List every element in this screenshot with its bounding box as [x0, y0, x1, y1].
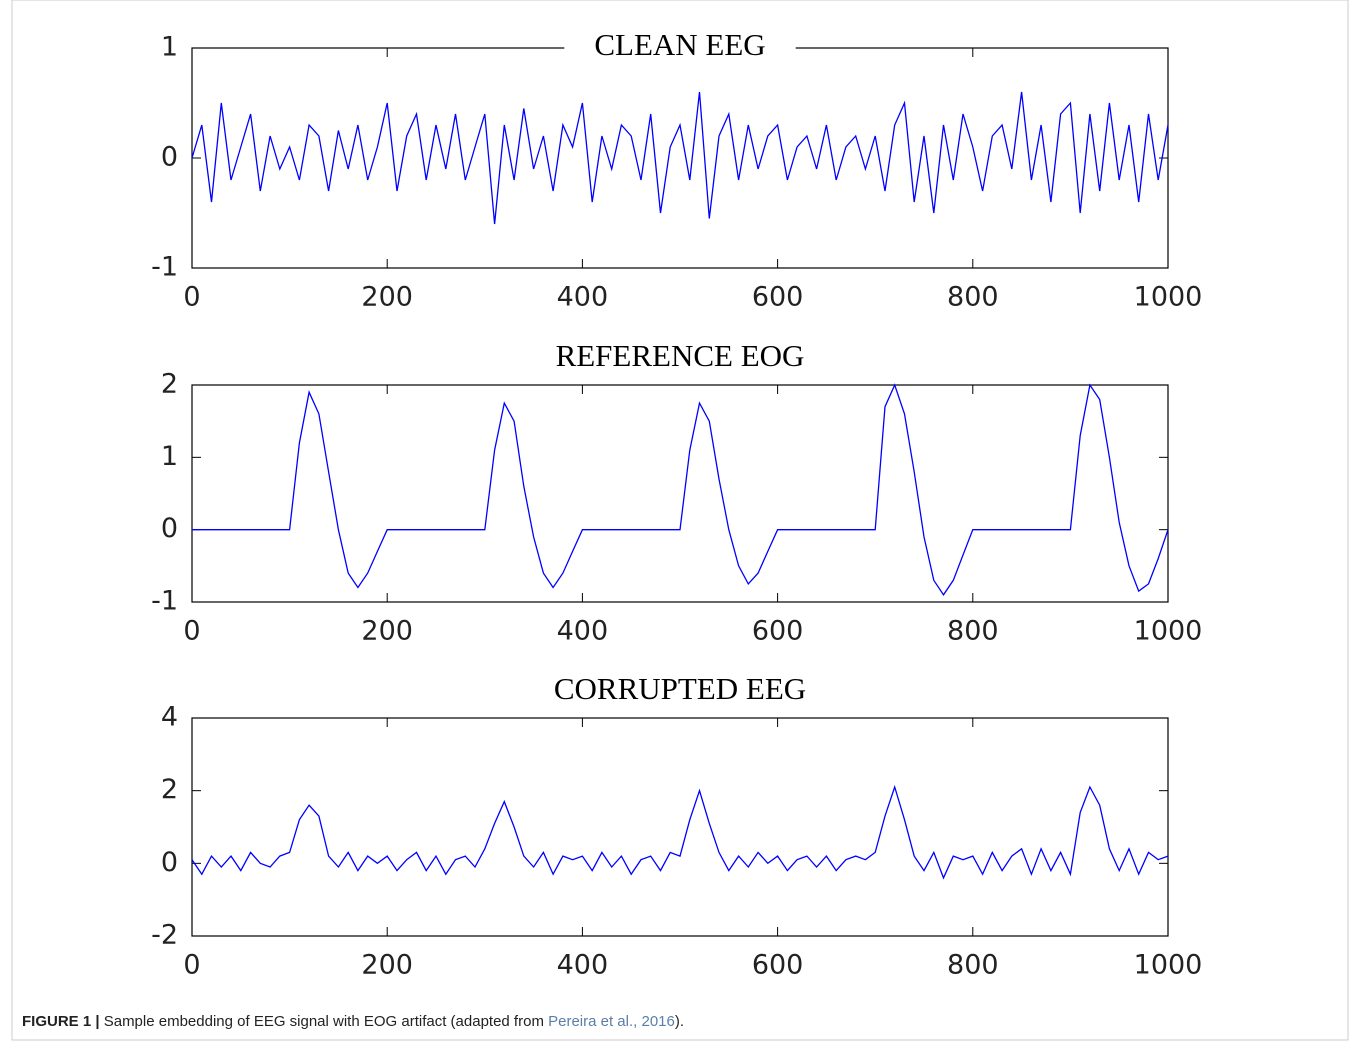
- x-tick-label: 400: [557, 616, 609, 647]
- x-tick-label: 1000: [1134, 950, 1203, 981]
- x-tick-label: 800: [947, 950, 999, 981]
- chart-title: CORRUPTED EEG: [554, 671, 806, 706]
- caption-link[interactable]: Pereira et al., 2016: [548, 1013, 675, 1030]
- x-tick-label: 200: [361, 950, 413, 981]
- caption-text: Sample embedding of EEG signal with EOG …: [103, 1013, 544, 1030]
- signal-line: [191, 91, 1169, 225]
- signal-line: [192, 383, 1169, 596]
- x-tick-label: 600: [752, 950, 804, 981]
- y-tick-label: 2: [161, 774, 178, 805]
- y-tick-label: -1: [151, 252, 178, 283]
- x-tick-label: 1000: [1134, 282, 1203, 313]
- figure-border: [11, 0, 1349, 1041]
- x-tick-label: 200: [361, 282, 413, 313]
- axes-box: [191, 384, 1169, 603]
- caption-end: ).: [674, 1013, 685, 1030]
- chart-title: CLEAN EEG: [594, 27, 765, 62]
- title-background: [523, 667, 837, 711]
- x-tick-label: 0: [183, 282, 200, 313]
- y-tick-label: 0: [161, 142, 178, 173]
- x-tick-label: 800: [947, 282, 999, 313]
- x-tick-label: 0: [183, 616, 200, 647]
- title-background: [525, 334, 835, 378]
- y-tick-label: 4: [161, 702, 178, 733]
- y-tick-label: 0: [161, 847, 178, 878]
- y-tick-label: -2: [151, 920, 178, 951]
- y-tick-label: 2: [161, 369, 178, 400]
- caption-label: FIGURE 1 |: [22, 1013, 100, 1030]
- x-tick-label: 600: [752, 616, 804, 647]
- x-tick-label: 1000: [1134, 616, 1203, 647]
- x-tick-label: 800: [947, 616, 999, 647]
- x-tick-label: 200: [361, 616, 413, 647]
- caption: FIGURE 1 | Sample embedding of EEG signa…: [22, 1013, 684, 1030]
- title-background: [564, 23, 796, 67]
- axes-box: [191, 47, 1169, 269]
- y-tick-label: 1: [161, 32, 178, 63]
- x-tick-label: 400: [557, 950, 609, 981]
- x-tick-label: 0: [183, 950, 200, 981]
- y-tick-label: -1: [151, 586, 178, 617]
- axes-box: [191, 717, 1169, 937]
- y-tick-label: 1: [161, 441, 178, 472]
- y-tick-label: 0: [161, 513, 178, 544]
- x-tick-label: 600: [752, 282, 804, 313]
- x-tick-label: 400: [557, 282, 609, 313]
- signal-line: [191, 784, 1169, 880]
- chart-title: REFERENCE EOG: [556, 338, 805, 373]
